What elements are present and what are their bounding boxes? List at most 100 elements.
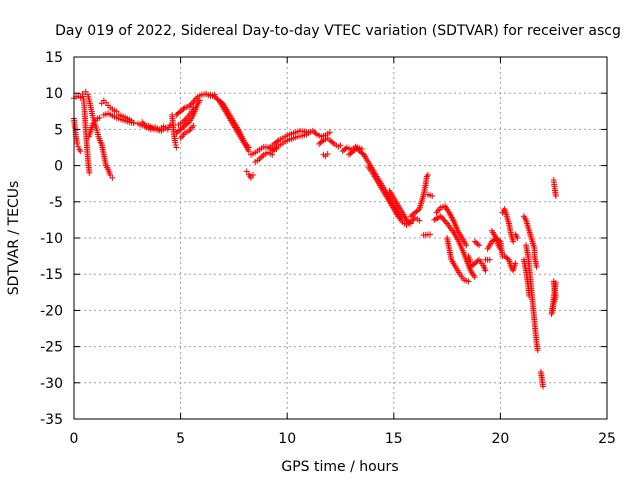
y-tick-label: 10 — [45, 86, 63, 102]
y-tick-label: 15 — [45, 50, 63, 66]
data-point-marker — [552, 279, 559, 286]
data-point-marker — [113, 108, 120, 115]
axis-ticks — [73, 56, 608, 420]
data-point-marker — [245, 144, 252, 151]
data-point-marker — [486, 256, 493, 263]
data-point-marker — [182, 116, 189, 123]
data-point-marker — [534, 347, 541, 354]
data-point-marker — [416, 217, 423, 224]
data-point-marker — [184, 120, 191, 127]
x-tick-label: 20 — [491, 431, 509, 447]
data-point-marker — [540, 383, 547, 390]
data-point-marker — [312, 130, 319, 137]
data-point-marker — [172, 141, 179, 148]
data-point-marker — [429, 193, 436, 200]
y-tick-label: -35 — [40, 412, 63, 428]
data-point-marker — [474, 241, 481, 248]
data-point-marker — [188, 100, 195, 107]
data-point-marker — [424, 172, 431, 179]
data-point-marker — [409, 217, 416, 224]
data-point-marker — [442, 219, 449, 226]
data-point-marker — [359, 150, 366, 157]
y-tick-label: -20 — [40, 303, 63, 319]
data-point-marker — [173, 144, 180, 151]
y-axis-tick-labels: 15 10 5 0 -5 -10 -15 -20 -25 -30 -35 — [40, 50, 63, 428]
x-tick-label: 5 — [176, 431, 185, 447]
data-point-marker — [80, 93, 87, 100]
data-point-marker — [86, 169, 93, 176]
data-point-marker — [504, 255, 511, 262]
x-tick-label: 0 — [70, 431, 79, 447]
data-point-marker — [218, 99, 225, 106]
x-tick-label: 15 — [385, 431, 403, 447]
y-axis-label: SDTVAR / TECUs — [6, 181, 22, 296]
data-point-marker — [326, 129, 333, 136]
data-point-marker — [75, 143, 82, 150]
data-point-marker — [512, 260, 519, 267]
y-tick-label: -5 — [49, 195, 63, 211]
data-point-marker — [510, 238, 517, 245]
data-point-marker — [533, 263, 540, 270]
data-point-marker — [76, 146, 83, 153]
data-point-marker — [109, 174, 116, 181]
data-point-marker — [552, 193, 559, 200]
data-point-marker — [256, 156, 263, 163]
data-point-marker — [467, 258, 474, 265]
data-point-marker — [514, 235, 521, 241]
data-point-marker — [274, 138, 281, 145]
data-point-marker — [427, 231, 434, 238]
data-point-marker — [79, 90, 86, 97]
data-point-marker — [96, 114, 103, 121]
x-axis-label: GPS time / hours — [281, 459, 398, 475]
data-point-marker — [180, 105, 187, 112]
data-point-marker — [440, 216, 447, 223]
data-point-marker — [186, 103, 193, 110]
y-tick-label: 5 — [54, 122, 63, 138]
data-point-marker — [358, 145, 365, 152]
data-point-marker — [77, 94, 84, 101]
data-point-marker — [257, 154, 264, 161]
y-tick-label: -25 — [40, 340, 63, 356]
data-point-marker — [474, 257, 481, 264]
y-tick-label: -15 — [40, 267, 63, 283]
data-point-marker — [324, 151, 331, 158]
data-point-marker — [179, 119, 186, 126]
data-point-marker — [250, 172, 257, 179]
data-point-marker — [74, 140, 81, 147]
y-tick-label: -10 — [40, 231, 63, 247]
data-point-marker — [465, 278, 472, 285]
data-point-marker — [190, 122, 197, 129]
data-point-marker — [482, 267, 489, 274]
data-point-marker — [476, 242, 483, 249]
data-point-marker — [471, 274, 478, 281]
data-point-marker — [337, 142, 344, 149]
data-point-marker — [441, 217, 448, 224]
y-tick-label: -30 — [40, 376, 63, 392]
data-point-marker — [187, 101, 194, 108]
data-point-marker — [463, 242, 470, 249]
gridlines — [74, 57, 607, 419]
data-point-marker — [495, 237, 502, 244]
x-tick-label: 10 — [278, 431, 296, 447]
data-point-marker — [181, 117, 188, 124]
y-tick-label: 0 — [54, 159, 63, 175]
data-point-marker — [438, 214, 445, 221]
data-point-marker — [130, 119, 137, 126]
data-point-marker — [414, 207, 421, 214]
data-point-marker — [77, 148, 84, 155]
data-point-marker — [259, 153, 266, 160]
data-point-marker — [329, 139, 336, 146]
data-point-marker — [526, 292, 533, 299]
data-point-marker — [423, 173, 430, 180]
x-axis-tick-labels: 0 5 10 15 20 25 — [70, 431, 616, 447]
data-point-marker — [97, 139, 104, 146]
data-point-marker — [196, 97, 203, 104]
data-point-marker — [437, 213, 444, 220]
data-point-marker — [172, 139, 179, 146]
chart-title: Day 019 of 2022, Sidereal Day-to-day VTE… — [55, 23, 621, 39]
data-point-marker — [272, 145, 279, 152]
data-point-marker — [319, 138, 326, 145]
data-point-marker — [407, 219, 414, 226]
data-point-marker — [166, 122, 173, 129]
